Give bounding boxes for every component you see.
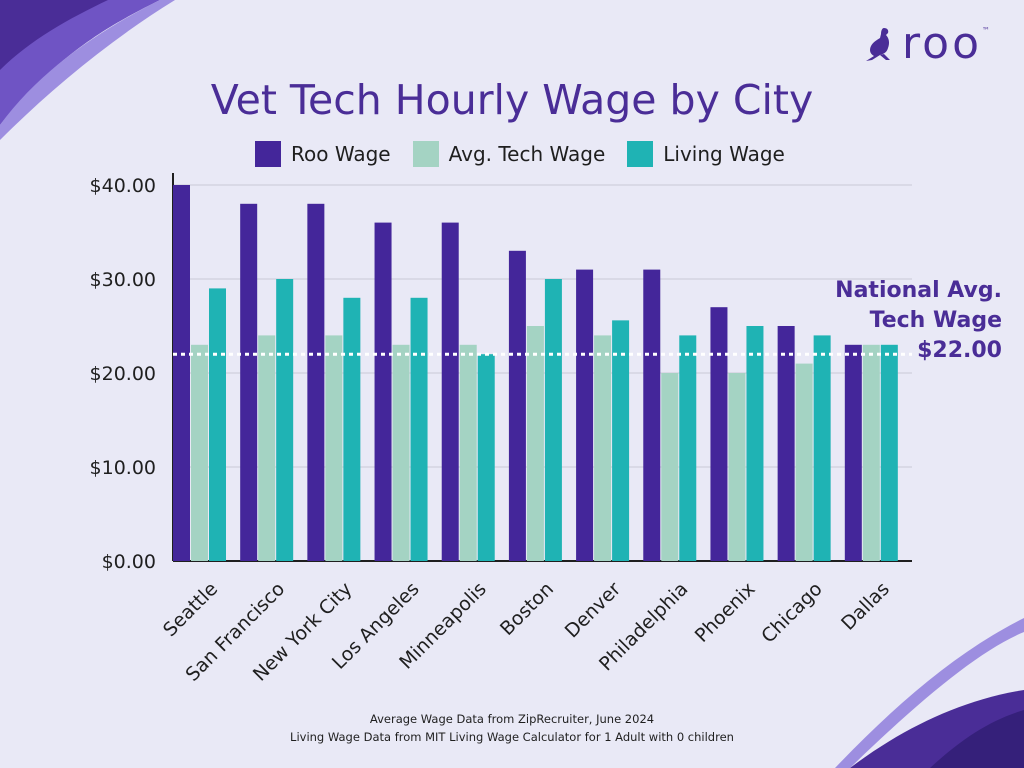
bar-roo-wage-chicago — [777, 326, 795, 561]
chart-legend: Roo Wage Avg. Tech Wage Living Wage — [255, 141, 785, 167]
bar-roo-wage-san-francisco — [240, 203, 258, 562]
bar-avg-tech-wage-philadelphia — [661, 373, 679, 561]
bar-avg-tech-wage-san-francisco — [258, 335, 276, 561]
bar-roo-wage-los-angeles — [374, 222, 392, 561]
y-tick-label: $30.00 — [90, 269, 156, 291]
y-tick-label: $20.00 — [90, 363, 156, 385]
corner-wave-bottom-right-light — [835, 618, 1024, 768]
x-tick-label: Seattle — [159, 578, 222, 641]
bar-roo-wage-new-york-city — [307, 203, 325, 562]
bar-roo-wage-minneapolis — [441, 222, 459, 561]
x-tick-label: Phoenix — [691, 578, 760, 647]
bar-avg-tech-wage-denver — [594, 335, 612, 561]
x-tick-label: Chicago — [757, 578, 827, 648]
reference-line-label: National Avg. Tech Wage $22.00 — [835, 276, 1002, 366]
bar-roo-wage-boston — [508, 250, 526, 562]
legend-swatch-avg-tech-wage — [412, 141, 439, 167]
corner-wave-top-left-accent — [0, 0, 108, 70]
legend-swatch-living-wage — [627, 141, 654, 167]
bar-living-wage-seattle — [209, 288, 226, 561]
bar-roo-wage-denver — [576, 269, 594, 561]
bar-roo-wage-dallas — [844, 344, 862, 561]
bar-living-wage-los-angeles — [410, 297, 428, 561]
y-tick-label: $10.00 — [90, 457, 156, 479]
bar-avg-tech-wage-phoenix — [728, 373, 746, 561]
bar-living-wage-minneapolis — [477, 354, 495, 561]
legend-item-avg-tech-wage: Avg. Tech Wage — [412, 141, 606, 167]
source-notes: Average Wage Data from ZipRecruiter, Jun… — [0, 710, 1024, 746]
bar-living-wage-san-francisco — [276, 279, 294, 561]
legend-label-living-wage: Living Wage — [663, 142, 785, 166]
y-tick-label: $0.00 — [102, 551, 156, 573]
reference-label-line-3: $22.00 — [917, 338, 1002, 363]
legend-label-avg-tech-wage: Avg. Tech Wage — [448, 142, 606, 166]
reference-label-line-1: National Avg. — [835, 278, 1002, 303]
bar-living-wage-dallas — [880, 344, 898, 561]
legend-item-living-wage: Living Wage — [627, 141, 785, 167]
corner-wave-bottom-right-accent — [930, 710, 1024, 768]
bar-living-wage-denver — [612, 320, 630, 561]
x-tick-label: Dallas — [837, 578, 894, 635]
y-tick-label: $40.00 — [90, 175, 156, 197]
bar-living-wage-philadelphia — [679, 335, 697, 561]
bar-avg-tech-wage-minneapolis — [459, 344, 477, 561]
kangaroo-icon — [866, 28, 891, 61]
x-tick-label: Denver — [561, 578, 626, 643]
bar-roo-wage-seattle — [173, 185, 190, 561]
source-note-ziprecruiter: Average Wage Data from ZipRecruiter, Jun… — [369, 712, 655, 726]
reference-label-line-2: Tech Wage — [869, 308, 1002, 333]
bar-roo-wage-phoenix — [710, 307, 728, 561]
brand-logo: roo ™ — [862, 18, 990, 69]
bar-living-wage-boston — [544, 279, 562, 561]
bar-living-wage-phoenix — [746, 326, 764, 561]
trademark-symbol: ™ — [982, 26, 990, 35]
bar-avg-tech-wage-chicago — [795, 363, 813, 561]
bar-avg-tech-wage-seattle — [191, 344, 208, 561]
chart-title: Vet Tech Hourly Wage by City — [210, 76, 814, 124]
bar-living-wage-chicago — [813, 335, 831, 561]
logo-wordmark: roo — [902, 18, 982, 69]
legend-swatch-roo-wage — [255, 141, 281, 167]
bar-avg-tech-wage-new-york-city — [325, 335, 343, 561]
bar-avg-tech-wage-dallas — [862, 344, 880, 561]
bar-living-wage-new-york-city — [343, 297, 361, 561]
bar-avg-tech-wage-los-angeles — [392, 344, 410, 561]
legend-label-roo-wage: Roo Wage — [291, 142, 391, 166]
bar-avg-tech-wage-boston — [526, 326, 544, 561]
x-tick-label: Boston — [496, 578, 558, 640]
legend-item-roo-wage: Roo Wage — [255, 141, 391, 167]
bar-roo-wage-philadelphia — [643, 269, 661, 561]
source-note-mit: Living Wage Data from MIT Living Wage Ca… — [290, 730, 734, 744]
